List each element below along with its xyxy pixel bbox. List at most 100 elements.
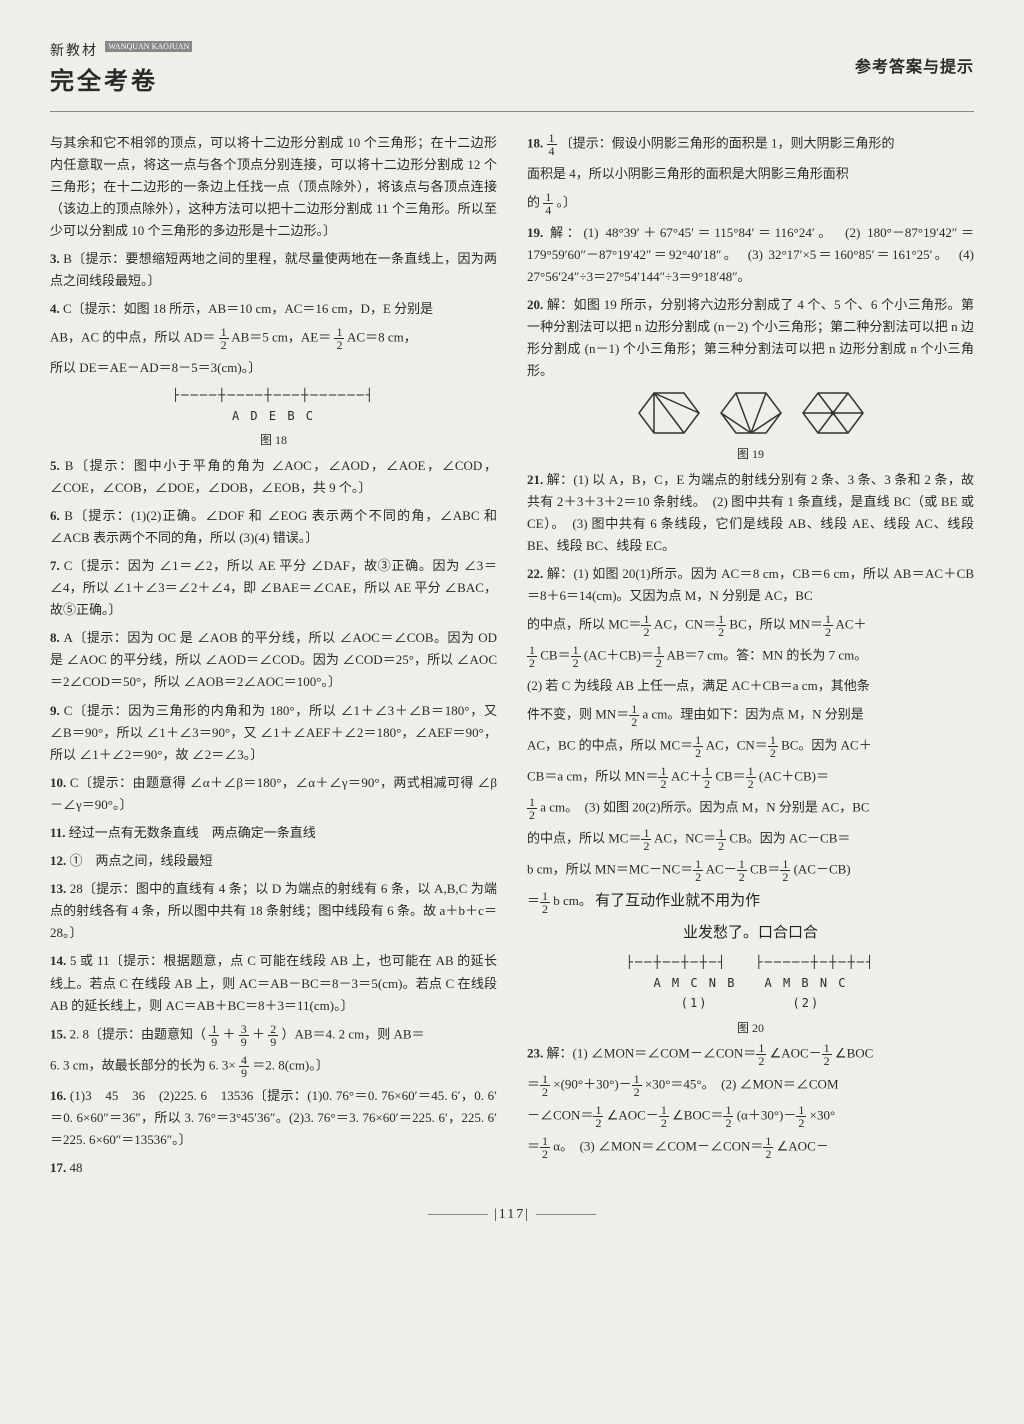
t: (AC＋CB)＝ bbox=[584, 648, 654, 663]
f: 2 bbox=[527, 809, 537, 821]
t: BC，所以 MN＝ bbox=[729, 617, 823, 632]
t: ＝ bbox=[527, 893, 540, 908]
fig20-label: 图 20 bbox=[527, 1018, 974, 1038]
t: b cm，所以 MN＝MC－NC＝ bbox=[527, 862, 693, 877]
t: AB＝7 cm。答：MN 的长为 7 cm。 bbox=[666, 648, 867, 663]
t: BC。因为 AC＋ bbox=[781, 738, 872, 753]
q14: 14. 5 或 11〔提示：根据题意，点 C 可能在线段 AB 上，也可能在 A… bbox=[50, 950, 497, 1016]
t: ∠AOC－ bbox=[607, 1107, 659, 1122]
logo-main: 完全考卷 bbox=[50, 62, 192, 103]
q22j: b cm，所以 MN＝MC－NC＝12 AC－12 CB＝12 (AC－CB) bbox=[527, 858, 974, 883]
diagram-20: ├──┼──┼─┼─┤ ├─────┼─┼─┼─┤ A M C N B A M … bbox=[527, 952, 974, 1013]
t: －∠CON＝ bbox=[527, 1107, 593, 1122]
t: 件不变，则 MN＝ bbox=[527, 707, 629, 722]
f: 2 bbox=[822, 1055, 832, 1067]
q4-a: C〔提示：如图 18 所示，AB＝10 cm，AC＝16 cm，D，E 分别是 bbox=[63, 301, 433, 316]
q22a: 22. 解：(1) 如图 20(1)所示。因为 AC＝8 cm，CB＝6 cm，… bbox=[527, 563, 974, 607]
q22c: 12 CB＝12 (AC＋CB)＝12 AB＝7 cm。答：MN 的长为 7 c… bbox=[527, 644, 974, 669]
t: ＝ bbox=[527, 1138, 540, 1153]
page-header: 新教材 WANQUAN KAOJUAN 完全考卷 参考答案与提示 bbox=[50, 40, 974, 112]
fig19-diagrams bbox=[527, 388, 974, 438]
q19b: 解：(1) 48°39′＋67°45′＝115°84′＝116°24′。 (2)… bbox=[527, 225, 974, 284]
q23a: 23. 解：(1) ∠MON＝∠COM－∠CON＝12 ∠AOC－12 ∠BOC bbox=[527, 1042, 974, 1067]
f: 2 bbox=[768, 747, 778, 759]
f: 9 bbox=[268, 1036, 278, 1048]
fig19-label: 图 19 bbox=[527, 444, 974, 464]
d20-1: A M C N B bbox=[653, 976, 736, 990]
f: 2 bbox=[540, 903, 550, 915]
t: ×30°＝45°。 (2) ∠MON＝∠COM bbox=[645, 1076, 839, 1091]
f: 4 bbox=[239, 1054, 249, 1067]
f: 4 bbox=[547, 145, 557, 157]
t: (AC＋CB)＝ bbox=[759, 769, 829, 784]
fig18-label: 图 18 bbox=[50, 430, 497, 450]
q10: 10. C〔提示：由题意得 ∠α＋∠β＝180°，∠α＋∠γ＝90°，两式相减可… bbox=[50, 772, 497, 816]
q11b: 经过一点有无数条直线 两点确定一条直线 bbox=[69, 825, 316, 840]
f: 2 bbox=[723, 1117, 733, 1129]
diagram-18: ├────┼────┼───┼──────┤A D E B C bbox=[50, 385, 497, 426]
t: ∠AOC－ bbox=[770, 1045, 822, 1060]
q10b: C〔提示：由题意得 ∠α＋∠β＝180°，∠α＋∠γ＝90°，两式相减可得 ∠β… bbox=[50, 775, 497, 812]
page-num: 117 bbox=[499, 1207, 525, 1222]
logo-block: 新教材 WANQUAN KAOJUAN 完全考卷 bbox=[50, 40, 192, 103]
d20l2: (2) bbox=[793, 996, 821, 1010]
right-column: 18. 14 〔提示：假设小阴影三角形的面积是 1，则大阴影三角形的 面积是 4… bbox=[527, 132, 974, 1186]
t: ＝ bbox=[527, 1076, 540, 1091]
q13b: 28〔提示：图中的直线有 4 条；以 D 为端点的射线有 6 条，以 A,B,C… bbox=[50, 881, 497, 940]
q14b: 5 或 11〔提示：根据题意，点 C 可能在线段 AB 上，也可能在 AB 的延… bbox=[50, 953, 497, 1012]
f: 2 bbox=[540, 1086, 550, 1098]
f: 2 bbox=[641, 626, 651, 638]
q15c: 6. 3 cm，故最长部分的长为 6. 3× 49 ＝2. 8(cm)。〕 bbox=[50, 1054, 497, 1079]
q6b: B〔提示：(1)(2)正确。∠DOF 和 ∠EOG 表示两个不同的角，∠ABC … bbox=[50, 508, 497, 545]
q8b: A〔提示：因为 OC 是 ∠AOB 的平分线，所以 ∠AOC＝∠COB。因为 O… bbox=[50, 630, 497, 689]
q23b: ＝12 ×(90°＋30°)－12 ×30°＝45°。 (2) ∠MON＝∠CO… bbox=[527, 1073, 974, 1098]
t: ∠BOC＝ bbox=[672, 1107, 723, 1122]
f: 9 bbox=[239, 1036, 249, 1048]
q18ct: 的 bbox=[527, 194, 540, 209]
f: 2 bbox=[716, 840, 726, 852]
page-number: |117| bbox=[50, 1203, 974, 1227]
f: 2 bbox=[823, 626, 833, 638]
q18b: 面积是 4，所以小阴影三角形的面积是大阴影三角形面积 bbox=[527, 163, 974, 185]
q12b: ① 两点之间，线段最短 bbox=[70, 853, 213, 868]
q4b3: AC＝8 cm， bbox=[347, 330, 417, 345]
t: a cm。理由如下：因为点 M，N 分别是 bbox=[642, 707, 863, 722]
p: ＋ bbox=[223, 1026, 236, 1041]
t: b cm。 bbox=[553, 893, 592, 908]
q22at: 解：(1) 如图 20(1)所示。因为 AC＝8 cm，CB＝6 cm，所以 A… bbox=[527, 566, 974, 603]
q3-body: B〔提示：要想缩短两地之间的里程，就尽量使两地在一条直线上，因为两点之间线段最短… bbox=[50, 251, 497, 288]
q18d: 。〕 bbox=[557, 194, 577, 209]
q7: 7. C〔提示：因为 ∠1＝∠2，所以 AE 平分 ∠DAF，故③正确。因为 ∠… bbox=[50, 555, 497, 621]
f: 2 bbox=[268, 1023, 278, 1036]
content-columns: 与其余和它不相邻的顶点，可以将十二边形分割成 10 个三角形；在十二边形内任意取… bbox=[50, 132, 974, 1186]
q20b: 解：如图 19 所示，分别将六边形分割成了 4 个、5 个、6 个小三角形。第一… bbox=[527, 297, 974, 378]
logo-top: 新教材 bbox=[50, 44, 98, 59]
q22f: AC，BC 的中点，所以 MC＝12 AC，CN＝12 BC。因为 AC＋ bbox=[527, 734, 974, 759]
f: 2 bbox=[571, 657, 581, 669]
q22d: (2) 若 C 为线段 AB 上任一点，满足 AC＋CB＝a cm，其他条 bbox=[527, 675, 974, 697]
q20: 20. 解：如图 19 所示，分别将六边形分割成了 4 个、5 个、6 个小三角… bbox=[527, 294, 974, 382]
t: α。 (3) ∠MON＝∠COM－∠CON＝ bbox=[553, 1138, 763, 1153]
intro-text: 与其余和它不相邻的顶点，可以将十二边形分割成 10 个三角形；在十二边形内任意取… bbox=[50, 132, 497, 242]
left-column: 与其余和它不相邻的顶点，可以将十二边形分割成 10 个三角形；在十二边形内任意取… bbox=[50, 132, 497, 1186]
q16: 16. (1)3 45 36 (2)225. 6 13536〔提示：(1)0. … bbox=[50, 1085, 497, 1151]
f: 3 bbox=[239, 1023, 249, 1036]
q17: 17. 48 bbox=[50, 1157, 497, 1179]
q9: 9. C〔提示：因为三角形的内角和为 180°，所以 ∠1＋∠3＋∠B＝180°… bbox=[50, 700, 497, 766]
q16b: (1)3 45 36 (2)225. 6 13536〔提示：(1)0. 76°＝… bbox=[50, 1088, 497, 1147]
f: 1 bbox=[540, 890, 550, 903]
f: 1 bbox=[543, 191, 553, 204]
q6: 6. B〔提示：(1)(2)正确。∠DOF 和 ∠EOG 表示两个不同的角，∠A… bbox=[50, 505, 497, 549]
q5: 5. B〔提示：图中小于平角的角为 ∠AOC，∠AOD，∠AOE，∠COD，∠C… bbox=[50, 455, 497, 499]
f: 2 bbox=[796, 1117, 806, 1129]
t: 解：(1) ∠MON＝∠COM－∠CON＝ bbox=[547, 1045, 757, 1060]
q15ct: 6. 3 cm，故最长部分的长为 6. 3× bbox=[50, 1057, 236, 1072]
t: CB＝ bbox=[750, 862, 780, 877]
q4b: AB，AC 的中点，所以 AD＝ 12 AB＝5 cm，AE＝ 12 AC＝8 … bbox=[50, 326, 497, 351]
d20-2: A M B N C bbox=[765, 976, 848, 990]
q15: 15. 2. 8〔提示：由题意知（ 19 ＋ 39 ＋ 29 ）AB＝4. 2 … bbox=[50, 1023, 497, 1048]
f: 2 bbox=[641, 840, 651, 852]
f: 1 bbox=[209, 1023, 219, 1036]
f: 2 bbox=[334, 339, 344, 351]
t: AC＋ bbox=[671, 769, 702, 784]
